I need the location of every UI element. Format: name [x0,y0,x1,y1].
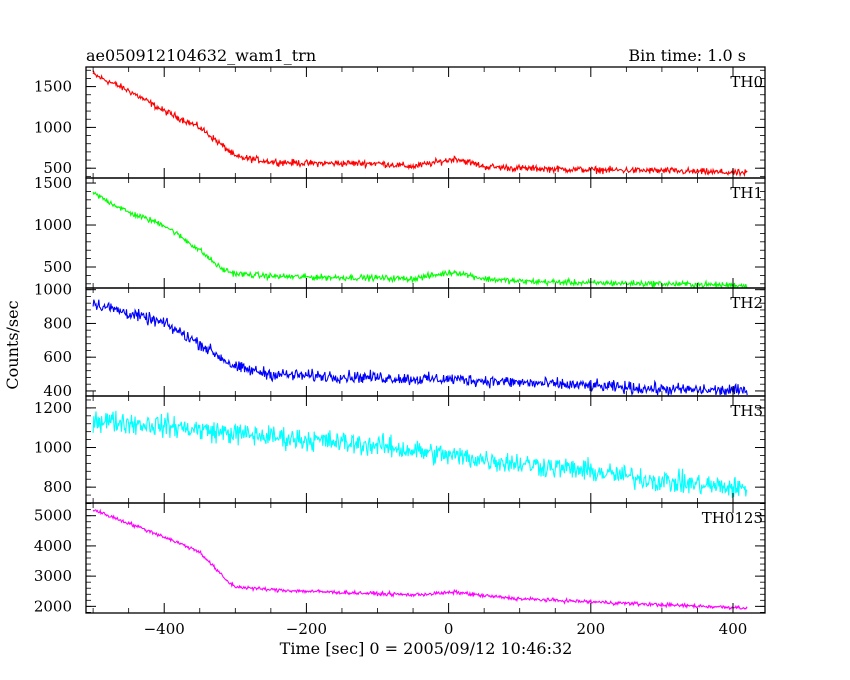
series-line-th2 [92,299,748,397]
x-tick-label: 0 [444,620,454,638]
y-tick-label: 1000 [34,118,72,136]
y-tick-label: 2000 [34,597,72,615]
x-tick-label: 200 [576,620,605,638]
panel-th3: 800 1000 1200 TH3 [34,395,766,504]
y-tick-label: 1000 [34,216,72,234]
y-tick-label: 800 [43,314,72,332]
y-tick-label: 3000 [34,567,72,585]
series-line-th0 [92,70,748,178]
y-tick-label: 500 [43,258,72,276]
y-tick-label: 800 [43,478,72,496]
x-axis: −400 −200 0 200 400 [144,620,748,638]
x-tick-label: 400 [719,620,748,638]
y-tick-label: 1500 [34,78,72,96]
panel-th0: 500 1000 1500 TH0 [34,66,766,179]
y-tick-label: 1000 [34,439,72,457]
y-tick-label: 500 [43,159,72,177]
y-tick-label: 4000 [34,537,72,555]
panel-label: TH0 [730,73,763,91]
panel-label: TH3 [730,402,763,420]
series-line-th1 [92,191,748,289]
panel-frame [85,287,766,397]
y-tick-label: 1000 [34,281,72,299]
panel-frame [85,177,766,289]
panel-th1: 500 1000 1500 TH1 [34,174,766,289]
x-tick-label: −200 [286,620,327,638]
chart-title: ae050912104632_wam1_trn [86,46,316,65]
panel-th2: 400 600 800 1000 TH2 [34,281,766,400]
y-axis-label: Counts/sec [3,300,22,389]
panel-label: TH0123 [702,509,763,527]
y-tick-label: 1200 [34,399,72,417]
bin-time-label: Bin time: 1.0 s [628,46,746,65]
y-tick-label: 5000 [34,507,72,525]
x-axis-label: Time [sec] 0 = 2005/09/12 10:46:32 [280,639,573,658]
plot-panels: 500 1000 1500 TH0 500 1000 1500 TH1 400 600 800 100… [34,66,766,638]
series-line-th3 [92,410,748,498]
y-tick-label: 400 [43,382,72,400]
y-tick-label: 1500 [34,174,72,192]
panel-frame [85,502,766,614]
y-tick-label: 600 [43,348,72,366]
panel-label: TH1 [730,184,763,202]
x-tick-label: −400 [144,620,185,638]
series-line-th0123 [92,508,748,611]
panel-th0123: 2000 3000 4000 5000 TH0123 [34,502,766,615]
panel-label: TH2 [730,294,763,312]
